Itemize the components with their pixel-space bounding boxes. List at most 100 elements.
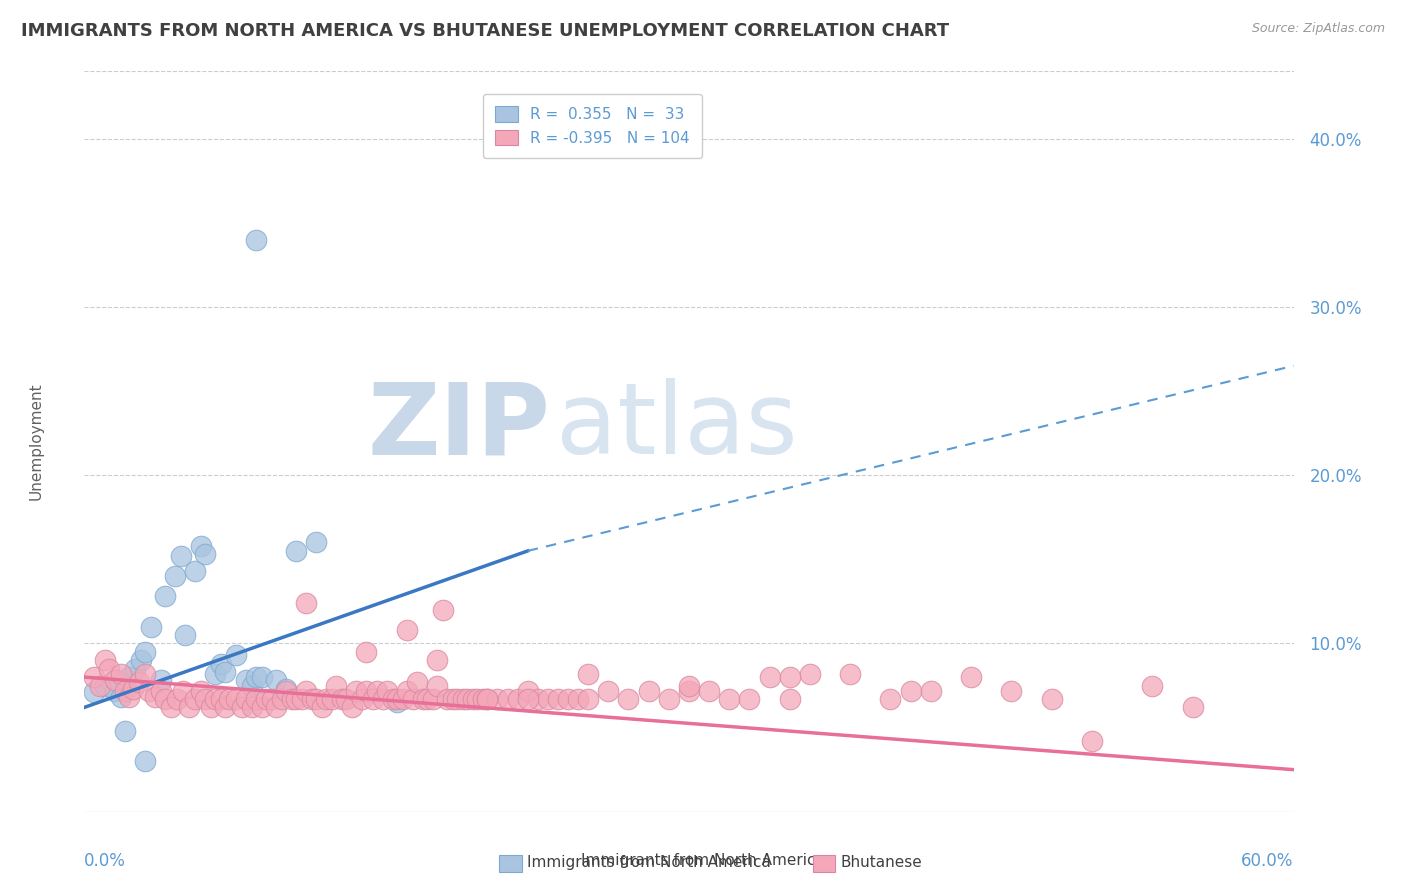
- Point: [291, 692, 314, 706]
- Point: [214, 665, 236, 679]
- Point: [93, 679, 115, 693]
- Text: 60.0%: 60.0%: [1241, 853, 1294, 871]
- Point: [104, 683, 127, 698]
- Point: [346, 683, 368, 698]
- Point: [218, 692, 240, 706]
- Point: [436, 692, 458, 706]
- Point: [254, 692, 277, 706]
- Point: [134, 645, 156, 659]
- Point: [225, 692, 247, 706]
- Point: [250, 700, 273, 714]
- Point: [900, 683, 922, 698]
- Point: [285, 692, 308, 706]
- Point: [738, 692, 761, 706]
- Point: [214, 700, 236, 714]
- Point: [598, 683, 620, 698]
- Point: [477, 692, 499, 706]
- Point: [124, 662, 146, 676]
- Point: [209, 692, 232, 706]
- Point: [315, 692, 337, 706]
- Point: [335, 692, 357, 706]
- Point: [128, 675, 150, 690]
- Point: [83, 670, 105, 684]
- Text: IMMIGRANTS FROM NORTH AMERICA VS BHUTANESE UNEMPLOYMENT CORRELATION CHART: IMMIGRANTS FROM NORTH AMERICA VS BHUTANE…: [21, 22, 949, 40]
- Point: [456, 692, 478, 706]
- Point: [184, 692, 207, 706]
- Point: [617, 692, 640, 706]
- Point: [547, 692, 569, 706]
- Point: [527, 692, 550, 706]
- Point: [240, 700, 263, 714]
- Point: [779, 692, 801, 706]
- Point: [395, 623, 418, 637]
- Point: [506, 692, 529, 706]
- Point: [260, 692, 283, 706]
- Point: [153, 590, 176, 604]
- Point: [879, 692, 901, 706]
- Point: [305, 692, 328, 706]
- Point: [245, 670, 267, 684]
- Point: [149, 683, 172, 698]
- Text: Unemployment: Unemployment: [28, 383, 44, 500]
- Point: [371, 692, 394, 706]
- Point: [270, 692, 292, 706]
- Point: [391, 692, 413, 706]
- Point: [406, 675, 429, 690]
- Point: [678, 683, 700, 698]
- Point: [134, 666, 156, 681]
- Point: [139, 619, 162, 633]
- Point: [1081, 734, 1104, 748]
- Point: [129, 653, 152, 667]
- Text: Immigrants from North America: Immigrants from North America: [527, 855, 770, 870]
- Point: [758, 670, 780, 684]
- Point: [330, 692, 353, 706]
- Point: [295, 683, 318, 698]
- Point: [153, 692, 176, 706]
- Point: [104, 673, 127, 688]
- Point: [118, 670, 141, 684]
- Point: [274, 683, 297, 698]
- Point: [285, 544, 308, 558]
- Legend: R =  0.355   N =  33, R = -0.395   N = 104: R = 0.355 N = 33, R = -0.395 N = 104: [482, 94, 702, 158]
- Point: [83, 685, 105, 699]
- Point: [166, 692, 188, 706]
- Point: [839, 666, 862, 681]
- Point: [496, 692, 519, 706]
- Point: [204, 692, 226, 706]
- Point: [1040, 692, 1063, 706]
- Point: [385, 695, 408, 709]
- Point: [352, 692, 374, 706]
- Point: [179, 700, 201, 714]
- Point: [97, 662, 120, 676]
- Point: [190, 539, 212, 553]
- Point: [516, 692, 538, 706]
- Point: [235, 692, 257, 706]
- Point: [240, 679, 263, 693]
- Point: [441, 692, 464, 706]
- Point: [426, 653, 449, 667]
- Point: [718, 692, 741, 706]
- Point: [799, 666, 821, 681]
- Point: [416, 692, 439, 706]
- Point: [134, 754, 156, 768]
- Point: [170, 549, 193, 563]
- Point: [118, 690, 141, 705]
- Text: Immigrants from North America: Immigrants from North America: [581, 854, 825, 868]
- Point: [174, 628, 197, 642]
- Point: [451, 692, 474, 706]
- Point: [477, 692, 499, 706]
- Point: [637, 683, 659, 698]
- Point: [250, 670, 273, 684]
- Point: [245, 692, 267, 706]
- Point: [381, 692, 404, 706]
- Point: [321, 692, 343, 706]
- Point: [190, 683, 212, 698]
- Point: [446, 692, 468, 706]
- Point: [281, 692, 304, 706]
- Point: [486, 692, 509, 706]
- Point: [110, 666, 132, 681]
- Point: [1000, 683, 1022, 698]
- Point: [110, 690, 132, 705]
- Point: [325, 679, 347, 693]
- Point: [385, 692, 408, 706]
